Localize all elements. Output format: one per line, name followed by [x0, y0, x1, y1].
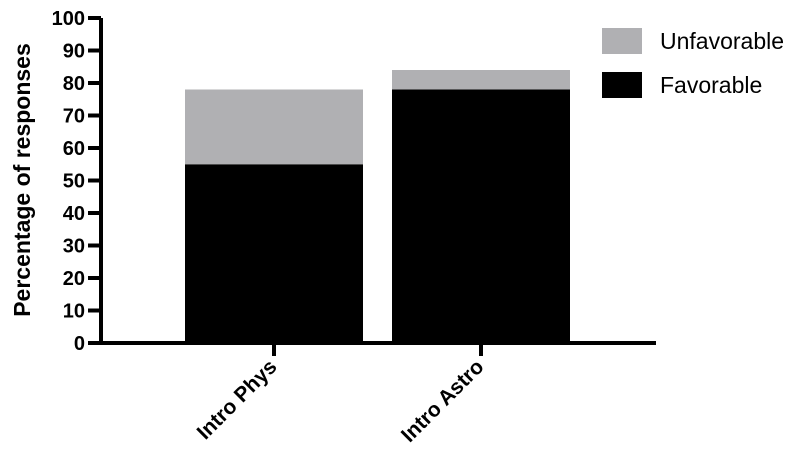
legend-label-favorable: Favorable [660, 72, 762, 98]
y-tick-label-70: 70 [63, 106, 85, 128]
y-tick-label-40: 40 [63, 203, 85, 225]
y-tick-label-30: 30 [63, 236, 85, 258]
legend: Unfavorable Favorable [602, 28, 784, 98]
y-tick-label-20: 20 [63, 268, 85, 290]
y-tick-label-60: 60 [63, 138, 85, 160]
x-ticks-layer: Intro Phys Intro Astro [193, 343, 489, 447]
bar-segment-favorable-1 [185, 164, 363, 343]
y-tick-label-0: 0 [74, 333, 85, 355]
x-tick-label-2: Intro Astro [397, 355, 489, 447]
axes-layer [99, 18, 656, 345]
x-tick-label-1: Intro Phys [193, 355, 282, 444]
bar-segment-favorable-2 [392, 89, 570, 343]
legend-label-unfavorable: Unfavorable [660, 28, 784, 54]
y-tick-label-90: 90 [63, 41, 85, 63]
y-tick-label-100: 100 [52, 8, 85, 30]
y-axis-title: Percentage of responses [9, 43, 35, 317]
y-tick-label-50: 50 [63, 171, 85, 193]
bar-segment-unfavorable-2 [392, 70, 570, 90]
y-tick-label-80: 80 [63, 73, 85, 95]
legend-swatch-favorable [602, 72, 642, 98]
bars-layer [185, 70, 570, 343]
bar-segment-unfavorable-1 [185, 89, 363, 165]
y-tick-label-10: 10 [63, 301, 85, 323]
y-ticks-layer: 0 10 20 30 40 50 60 70 80 90 100 [52, 8, 101, 355]
legend-swatch-unfavorable [602, 28, 642, 54]
